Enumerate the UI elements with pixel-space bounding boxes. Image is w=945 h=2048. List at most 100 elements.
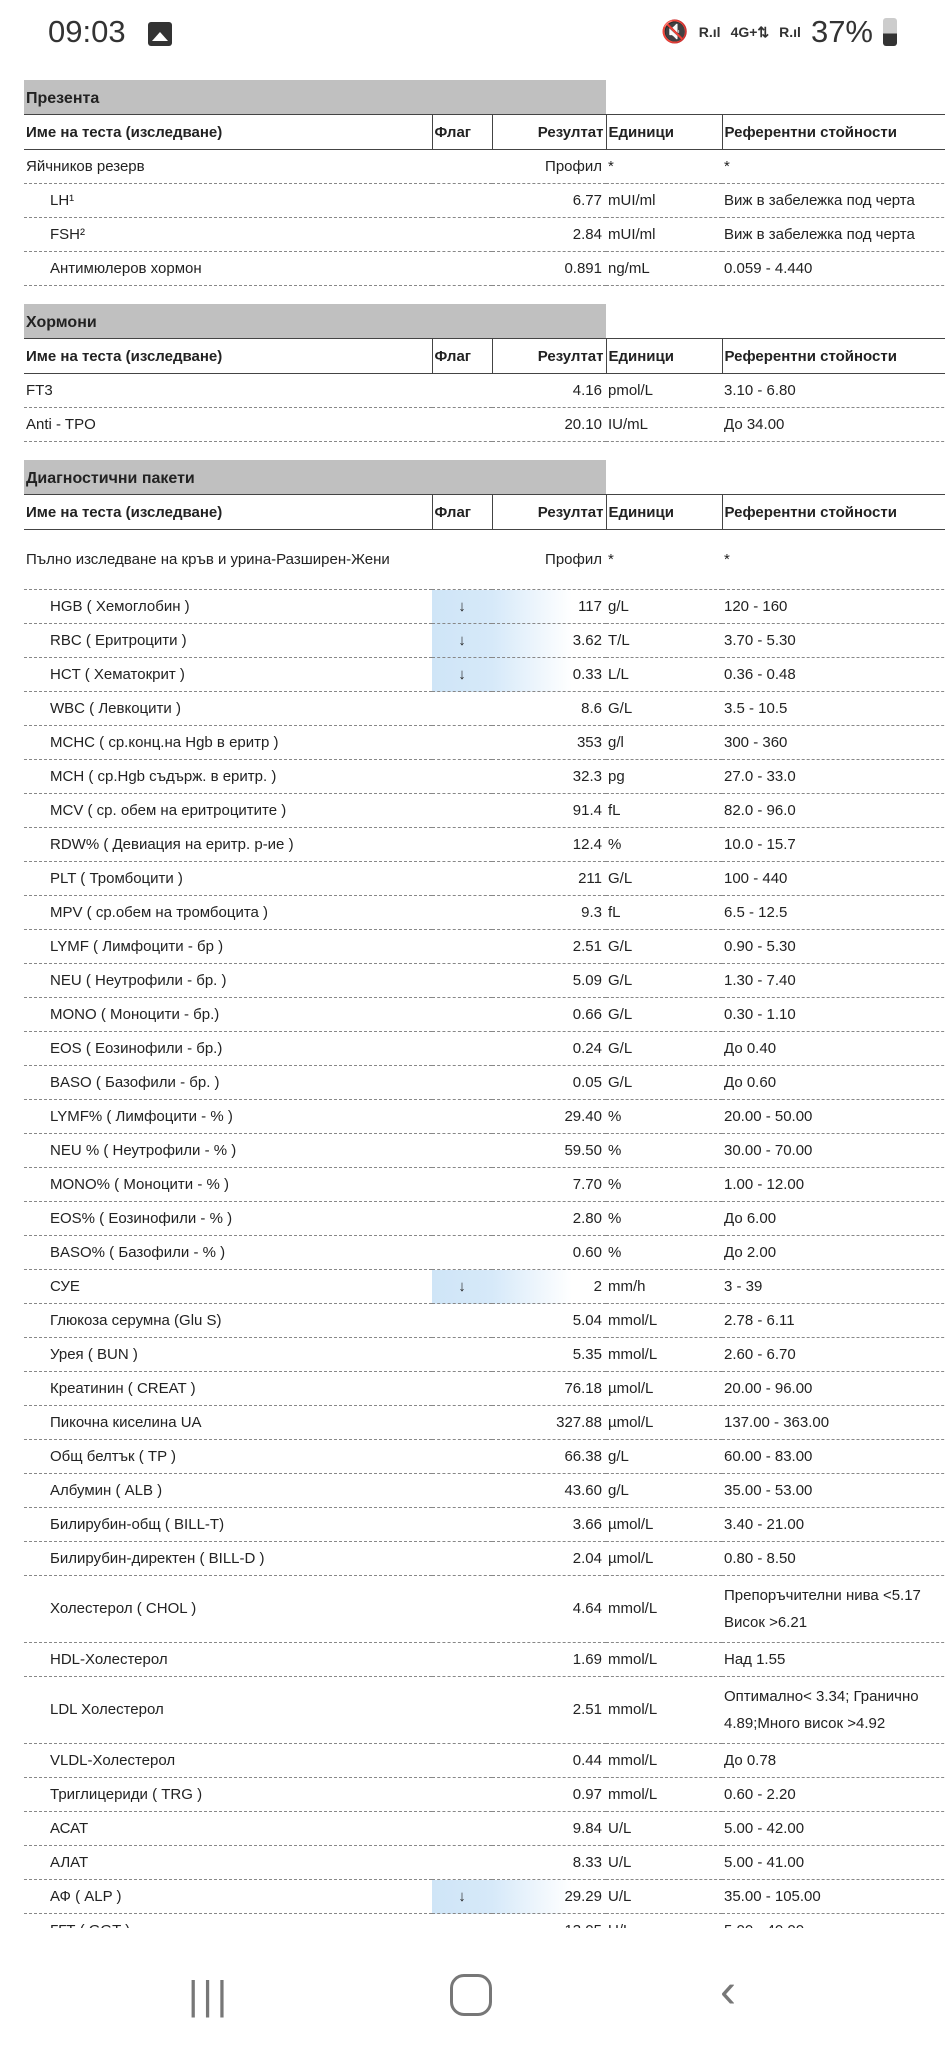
reference-range: 0.60 - 2.20 bbox=[722, 1777, 945, 1812]
units: % bbox=[606, 1167, 722, 1202]
flag-low-icon bbox=[432, 1473, 492, 1508]
result-value: 43.60 bbox=[492, 1473, 606, 1508]
units: µmol/L bbox=[606, 1405, 722, 1440]
test-name: Триглицериди ( TRG ) bbox=[24, 1777, 432, 1812]
reference-range: Виж в забележка под черта bbox=[722, 183, 945, 218]
reference-range: Виж в забележка под черта bbox=[722, 217, 945, 252]
table-row: Общ белтък ( TP ) 66.38 g/L 60.00 - 83.0… bbox=[24, 1439, 945, 1474]
reference-range: 2.78 - 6.11 bbox=[722, 1303, 945, 1338]
result-value: 13.05 bbox=[492, 1913, 606, 1928]
units: G/L bbox=[606, 1031, 722, 1066]
table-row: ГГТ ( GGT ) 13.05 U/L 5.00 - 40.00 bbox=[24, 1913, 945, 1928]
col-flag: Флаг bbox=[431, 114, 492, 150]
table-row: MCHC ( ср.конц.на Hgb в еритр ) 353 g/l … bbox=[24, 725, 945, 760]
flag-low-icon bbox=[432, 1337, 492, 1372]
flag-low-icon bbox=[432, 759, 492, 794]
col-units: Единици bbox=[605, 494, 722, 530]
test-name: LDL Холестерол bbox=[24, 1676, 432, 1744]
result-value: 327.88 bbox=[492, 1405, 606, 1440]
test-name: Пълно изследване на кръв и урина-Разшире… bbox=[24, 529, 432, 590]
reference-range: 3 - 39 bbox=[722, 1269, 945, 1304]
units: mUI/ml bbox=[606, 183, 722, 218]
result-value: 8.33 bbox=[492, 1845, 606, 1880]
flag-low-icon bbox=[432, 691, 492, 726]
flag-low-icon bbox=[432, 1913, 492, 1928]
mute-icon: 🔇 bbox=[661, 19, 689, 44]
back-button[interactable]: ‹ bbox=[720, 1965, 736, 2018]
result-value: 0.66 bbox=[492, 997, 606, 1032]
result-value: 4.16 bbox=[492, 373, 606, 408]
flag-low-icon bbox=[432, 217, 492, 252]
test-name: MCH ( ср.Hgb съдърж. в еритр. ) bbox=[24, 759, 432, 794]
result-value: 0.05 bbox=[492, 1065, 606, 1100]
signal-icon-2: R.ıl bbox=[779, 24, 801, 40]
flag-low-icon: ↓ bbox=[432, 589, 492, 624]
units: % bbox=[606, 1099, 722, 1134]
result-value: 59.50 bbox=[492, 1133, 606, 1168]
units: mmol/L bbox=[606, 1642, 722, 1677]
table-row: BASO ( Базофили - бр. ) 0.05 G/L До 0.60 bbox=[24, 1065, 945, 1100]
reference-range: 2.60 - 6.70 bbox=[722, 1337, 945, 1372]
reference-range: Оптимално< 3.34; Гранично 4.89;Много вис… bbox=[722, 1676, 945, 1744]
test-name: EOS ( Еозинофили - бр.) bbox=[24, 1031, 432, 1066]
result-value: 2.51 bbox=[492, 1676, 606, 1744]
reference-range: * bbox=[722, 149, 945, 184]
col-ref: Референтни стойности bbox=[721, 494, 945, 530]
reference-range: 0.80 - 8.50 bbox=[722, 1541, 945, 1576]
test-name: Яйчников резерв bbox=[24, 149, 432, 184]
reference-range: Над 1.55 bbox=[722, 1642, 945, 1677]
reference-range: 3.70 - 5.30 bbox=[722, 623, 945, 658]
test-name: СУЕ bbox=[24, 1269, 432, 1304]
test-name: Anti - TPO bbox=[24, 407, 432, 442]
test-name: RBC ( Еритроцити ) bbox=[24, 623, 432, 658]
table-row: LDL Холестерол 2.51 mmol/L Оптимално< 3.… bbox=[24, 1676, 945, 1744]
test-name: LYMF% ( Лимфоцити - % ) bbox=[24, 1099, 432, 1134]
units: mmol/L bbox=[606, 1777, 722, 1812]
units: L/L bbox=[606, 657, 722, 692]
reference-range: 82.0 - 96.0 bbox=[722, 793, 945, 828]
units: % bbox=[606, 1201, 722, 1236]
result-value: 2.51 bbox=[492, 929, 606, 964]
result-value: 0.44 bbox=[492, 1743, 606, 1778]
table-row: Пикочна киселина UA 327.88 µmol/L 137.00… bbox=[24, 1405, 945, 1440]
home-button[interactable] bbox=[450, 1974, 492, 2016]
flag-low-icon bbox=[432, 1439, 492, 1474]
result-value: 5.35 bbox=[492, 1337, 606, 1372]
test-name: Холестерол ( CHOL ) bbox=[24, 1575, 432, 1643]
table-row: Билирубин-директен ( BILL-D ) 2.04 µmol/… bbox=[24, 1541, 945, 1576]
units: µmol/L bbox=[606, 1371, 722, 1406]
flag-low-icon bbox=[432, 407, 492, 442]
units: % bbox=[606, 827, 722, 862]
reference-range: 30.00 - 70.00 bbox=[722, 1133, 945, 1168]
flag-low-icon bbox=[432, 1845, 492, 1880]
reference-range: 0.90 - 5.30 bbox=[722, 929, 945, 964]
result-value: 91.4 bbox=[492, 793, 606, 828]
col-name: Име на теста (изследване) bbox=[24, 114, 432, 150]
result-value: Профил bbox=[492, 149, 606, 184]
table-row: MPV ( ср.обем на тромбоцита ) 9.3 fL 6.5… bbox=[24, 895, 945, 930]
reference-range: До 0.60 bbox=[722, 1065, 945, 1100]
recent-apps-button[interactable]: ||| bbox=[188, 1974, 232, 2018]
table-row: MCH ( ср.Hgb съдърж. в еритр. ) 32.3 pg … bbox=[24, 759, 945, 794]
result-value: 211 bbox=[492, 861, 606, 896]
reference-range: 35.00 - 53.00 bbox=[722, 1473, 945, 1508]
table-row: HGB ( Хемоглобин ) ↓ 117 g/L 120 - 160 bbox=[24, 589, 945, 624]
test-name: LYMF ( Лимфоцити - бр ) bbox=[24, 929, 432, 964]
section-title: Диагностични пакети bbox=[24, 460, 606, 494]
table-row: WBC ( Левкоцити ) 8.6 G/L 3.5 - 10.5 bbox=[24, 691, 945, 726]
table-row: EOS ( Еозинофили - бр.) 0.24 G/L До 0.40 bbox=[24, 1031, 945, 1066]
flag-low-icon bbox=[432, 929, 492, 964]
signal-icon: R.ıl bbox=[698, 24, 721, 40]
results-report[interactable]: Презента Име на теста (изследване) Флаг … bbox=[24, 80, 945, 1928]
gallery-icon bbox=[148, 22, 172, 46]
result-value: 353 bbox=[492, 725, 606, 760]
units: µmol/L bbox=[606, 1541, 722, 1576]
flag-low-icon bbox=[432, 1575, 492, 1643]
flag-low-icon: ↓ bbox=[432, 1269, 492, 1304]
reference-range: 0.059 - 4.440 bbox=[722, 251, 945, 286]
test-name: АСАТ bbox=[24, 1811, 432, 1846]
col-units: Единици bbox=[605, 338, 722, 374]
units: ng/mL bbox=[606, 251, 722, 286]
result-value: 2.04 bbox=[492, 1541, 606, 1576]
units: * bbox=[606, 529, 722, 590]
